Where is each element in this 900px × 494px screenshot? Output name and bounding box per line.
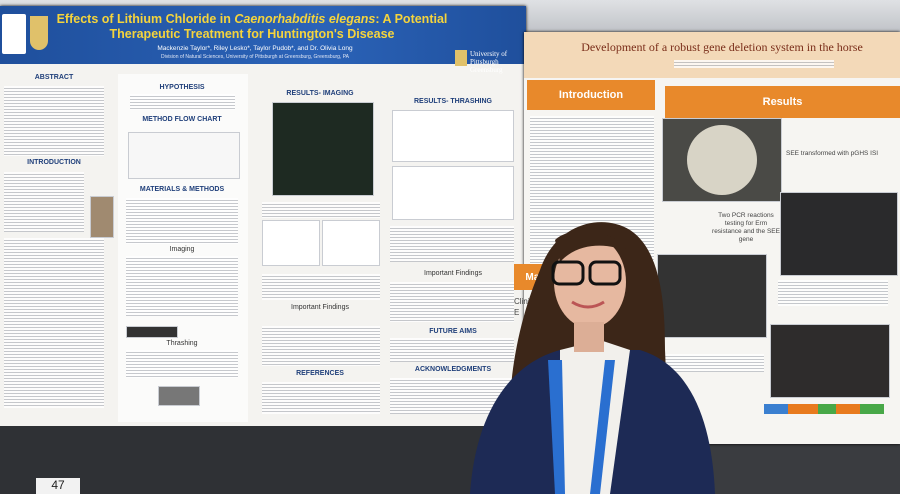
pitt-crest: [455, 50, 467, 66]
poster-title: Development of a robust gene deletion sy…: [581, 40, 863, 54]
glasses: [588, 260, 622, 286]
text-block: [664, 354, 764, 372]
section-heading: METHOD FLOW CHART: [142, 116, 222, 123]
poster-title: Effects of Lithium Chloride in Caenorhab…: [52, 12, 452, 42]
board: [0, 426, 524, 494]
bar-figure: [262, 220, 320, 266]
section-heading: REFERENCES: [296, 370, 344, 377]
text-block: [126, 256, 238, 316]
bar-figure: [322, 220, 380, 266]
gel-image: [657, 254, 767, 338]
figure: [126, 326, 178, 338]
section-heading: ACKNOWLEDGMENTS: [414, 366, 492, 373]
poster-header: [0, 6, 526, 64]
figure: [158, 386, 200, 406]
flow-chart: [128, 132, 240, 179]
lanyard: [590, 360, 615, 494]
smile: [571, 300, 605, 309]
text-block: [262, 202, 380, 218]
gel-image: [780, 192, 898, 276]
affiliation: Division of Natural Sciences, University…: [160, 54, 350, 60]
text-block: [390, 282, 514, 322]
title-part: : A Potential Therapeutic Treatment for …: [109, 12, 448, 41]
text-block: [4, 86, 104, 156]
text-block: [390, 338, 514, 362]
board-number: 47: [36, 478, 80, 494]
logo: [2, 14, 26, 54]
university: University of Pittsburgh Greensburg: [470, 50, 508, 74]
petri-dish-photo: [662, 118, 782, 202]
section-heading: ABSTRACT: [34, 74, 74, 81]
lanyard: [548, 360, 565, 494]
section-heading: HYPOTHESIS: [159, 84, 205, 91]
text-block: [674, 60, 834, 68]
section-heading: Thrashing: [166, 340, 198, 347]
bar-figure: [392, 166, 514, 220]
section-heading: INTRODUCTION: [27, 159, 81, 166]
text-block: [4, 172, 84, 232]
glasses: [551, 260, 585, 286]
text-block: [126, 350, 238, 378]
petri-dish: [687, 125, 757, 195]
title-part: Effects of Lithium Chloride in: [56, 12, 235, 26]
microscopy-images: [272, 102, 374, 196]
text-block: [130, 94, 235, 110]
text-block: [390, 226, 514, 262]
caption: SEE transformed with pGHS ISI: [786, 150, 879, 157]
section-heading: FUTURE AIMS: [429, 328, 477, 335]
gene-map: [764, 404, 884, 414]
text-block: [262, 326, 380, 366]
caption: Two PCR reactions testing for Erm resist…: [712, 212, 780, 243]
section-heading: Important Findings: [424, 270, 482, 277]
figure: [90, 196, 114, 238]
crest: [30, 16, 48, 50]
neck: [574, 322, 604, 352]
gel-image: [770, 324, 890, 398]
section-heading: RESULTS- THRASHING: [413, 98, 493, 105]
left-poster: Effects of Lithium Chloride in Caenorhab…: [0, 6, 526, 426]
authors: Mackenzie Taylor*, Riley Lesko*, Taylor …: [157, 45, 353, 52]
section-heading: MATERIALS & METHODS: [139, 186, 225, 193]
text-block: [262, 274, 380, 300]
section-heading: Important Findings: [291, 304, 349, 311]
section-heading: Results: [665, 86, 900, 118]
section-heading: Introduction: [527, 80, 655, 110]
text-block: [262, 382, 380, 414]
section-heading: Imaging: [169, 246, 195, 253]
text-block: [126, 198, 238, 244]
poster-header: [524, 32, 900, 78]
section-heading: RESULTS- IMAGING: [286, 90, 354, 97]
text-block: [778, 280, 888, 306]
bar-figure: [392, 110, 514, 162]
title-part: Caenorhabditis elegans: [234, 12, 376, 26]
text-block: [4, 238, 104, 408]
hair-front: [555, 230, 628, 262]
